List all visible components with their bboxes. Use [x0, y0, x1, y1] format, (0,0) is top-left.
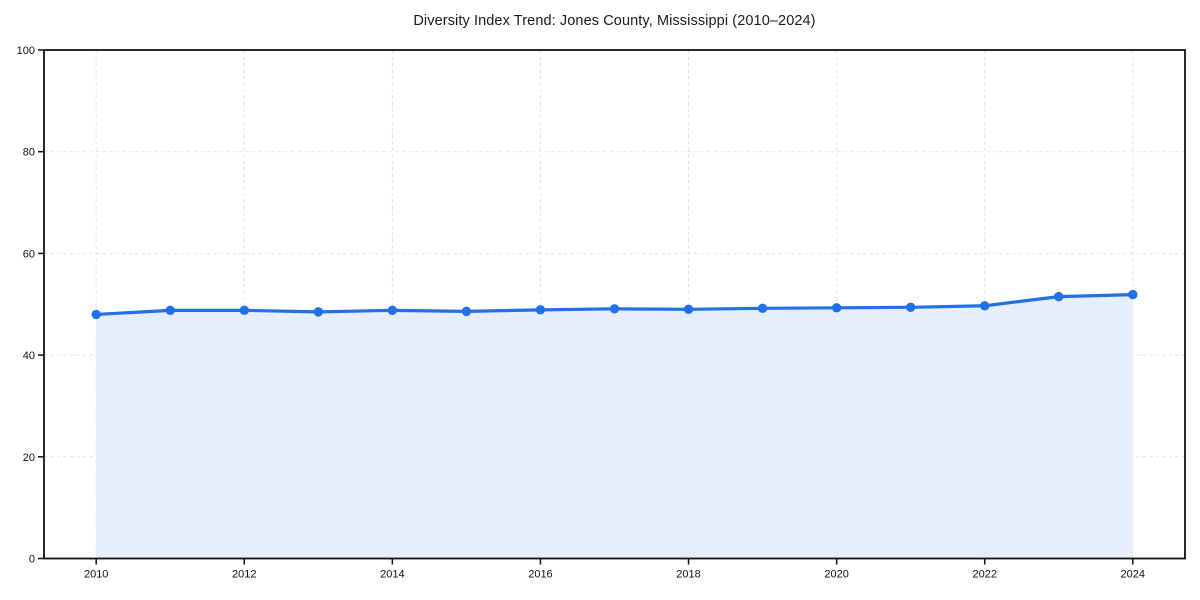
data-point: [535, 305, 546, 315]
data-point: [91, 309, 101, 320]
data-point: [831, 303, 842, 313]
data-point: [165, 305, 175, 316]
data-point: [609, 304, 620, 314]
x-tick-label: 2018: [676, 569, 700, 581]
area-fill: [96, 294, 1133, 559]
data-point: [1054, 291, 1064, 302]
plot-spines: [43, 49, 1186, 560]
y-tick-label: 60: [23, 248, 35, 260]
x-tick-label: 2022: [972, 569, 996, 581]
data-point: [757, 303, 768, 314]
y-tick-label: 80: [23, 147, 35, 159]
x-tick-label: 2024: [1121, 569, 1145, 581]
data-point: [1128, 289, 1138, 300]
y-tick-label: 40: [23, 350, 35, 362]
y-tick-label: 100: [17, 45, 35, 57]
data-point: [461, 306, 472, 317]
data-point: [905, 302, 916, 313]
x-tick-label: 2020: [824, 569, 848, 581]
x-tick-label: 2014: [380, 569, 404, 581]
chart-title: Diversity Index Trend: Jones County, Mis…: [413, 13, 816, 29]
y-tick-label: 0: [29, 554, 35, 566]
x-tick-label: 2010: [84, 569, 108, 581]
data-point: [313, 307, 324, 317]
data-point: [239, 305, 249, 316]
y-tick-label: 20: [23, 452, 35, 464]
data-point: [980, 301, 990, 311]
data-point: [683, 304, 694, 315]
x-tick-label: 2016: [528, 569, 552, 581]
data-point: [387, 305, 398, 316]
x-tick-label: 2012: [232, 569, 256, 581]
